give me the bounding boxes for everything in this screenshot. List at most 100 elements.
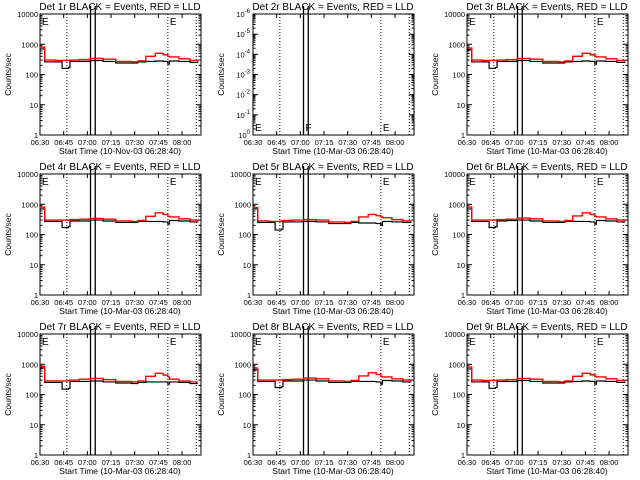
x-axis-label: Start Time (10-Mar-03 06:28:40)	[272, 466, 394, 476]
event-marker-label: E	[42, 337, 49, 348]
x-tick-label: 07:30	[552, 138, 571, 147]
series-lld-line	[40, 206, 199, 223]
panel-det-3: Det 3r BLACK = Events, RED = LLD 1 10 100 10…	[430, 2, 629, 156]
x-tick-label: 07:00	[505, 458, 524, 467]
plot-frame	[252, 173, 415, 296]
y-axis-label: Counts/sec	[3, 212, 13, 255]
x-tick-label: 08:00	[600, 138, 619, 147]
x-tick-label: 07:15	[529, 298, 548, 307]
x-tick-label: 06:45	[267, 298, 286, 307]
series-events-line	[40, 367, 198, 390]
series-lld-line	[467, 47, 626, 63]
x-tick-label: 06:30	[458, 298, 477, 307]
event-marker-label: E	[170, 17, 177, 28]
x-tick-label: 07:00	[78, 138, 97, 147]
y-axis-label: Counts/sec	[430, 52, 440, 95]
x-tick-label: 06:45	[267, 138, 286, 147]
plot-frame	[39, 13, 202, 136]
x-tick-label: 07:15	[529, 458, 548, 467]
x-tick-label: 07:45	[576, 458, 595, 467]
plot-frame	[252, 333, 415, 456]
plot-frame	[466, 333, 629, 456]
x-tick-label: 07:00	[291, 458, 310, 467]
y-tick-label: 10	[30, 261, 38, 270]
event-marker-label: E	[170, 177, 177, 188]
x-tick-label: 07:45	[362, 458, 381, 467]
panel-det-5: Det 5r BLACK = Events, RED = LLD 1 10 100 10…	[216, 162, 415, 316]
x-tick-label: 06:30	[31, 138, 50, 147]
panel-det-7: Det 7r BLACK = Events, RED = LLD 1 10 100 10…	[3, 322, 202, 476]
series-events-line	[40, 208, 199, 229]
y-axis-label: Counts/sec	[216, 52, 226, 95]
x-tick-label: 08:00	[386, 138, 405, 147]
x-tick-label: 08:00	[386, 298, 405, 307]
event-marker-label: E	[255, 123, 262, 134]
x-tick-label: 08:00	[600, 298, 619, 307]
y-tick-label: 10	[457, 101, 465, 110]
series-events-line	[253, 369, 412, 389]
panel-title: Det 5r BLACK = Events, RED = LLD	[252, 162, 413, 173]
y-tick-label: 10000	[230, 330, 251, 339]
event-marker-label: E	[170, 337, 177, 348]
series-lld-line	[40, 46, 199, 63]
y-tick-label: 100	[238, 391, 251, 400]
event-marker-label: F	[306, 123, 312, 134]
x-tick-label: 07:00	[78, 458, 97, 467]
event-marker-label: E	[469, 177, 476, 188]
x-tick-label: 07:15	[102, 298, 121, 307]
x-axis-label: Start Time (10-Mar-03 06:28:40)	[486, 146, 608, 156]
x-axis-label: Start Time (10-Mar-03 06:28:40)	[486, 466, 608, 476]
event-marker-label: E	[469, 17, 476, 28]
x-tick-label: 07:15	[102, 138, 121, 147]
plot-frame	[252, 13, 415, 136]
x-tick-label: 07:00	[291, 298, 310, 307]
y-tick-label: 100	[25, 391, 38, 400]
x-tick-label: 06:45	[481, 298, 500, 307]
x-tick-label: 07:30	[125, 138, 144, 147]
x-tick-label: 07:00	[505, 298, 524, 307]
y-tick-label: 1000	[234, 360, 251, 369]
x-axis-label: Start Time (10-Mar-03 06:28:40)	[59, 306, 181, 316]
x-tick-label: 06:30	[458, 458, 477, 467]
event-marker-label: E	[383, 177, 390, 188]
y-tick-label: 10-3	[236, 70, 250, 80]
y-tick-label: 1	[247, 291, 251, 300]
panel-title: Det 6r BLACK = Events, RED = LLD	[466, 162, 627, 173]
plot-frame	[39, 173, 202, 296]
y-tick-label: 10-2	[236, 90, 250, 100]
x-tick-label: 06:45	[267, 458, 286, 467]
x-tick-label: 08:00	[600, 458, 619, 467]
x-tick-label: 07:45	[576, 138, 595, 147]
panel-det-1: Det 1r BLACK = Events, RED = LLD 1 10 100 10…	[3, 2, 202, 156]
y-tick-label: 10000	[444, 170, 465, 179]
y-tick-label: 10000	[444, 10, 465, 19]
y-tick-label: 1000	[21, 40, 38, 49]
y-tick-label: 1000	[234, 200, 251, 209]
series-events-line	[467, 49, 626, 69]
event-marker-label: E	[597, 17, 604, 28]
y-tick-label: 10000	[444, 330, 465, 339]
x-tick-label: 06:30	[244, 298, 263, 307]
event-marker-label: E	[597, 177, 604, 188]
y-tick-label: 100	[25, 71, 38, 80]
panel-det-2: Det 2r BLACK = Events, RED = LLD 100 10-1 1…	[216, 2, 415, 156]
x-tick-label: 07:45	[576, 298, 595, 307]
x-tick-label: 06:30	[31, 458, 50, 467]
y-tick-label: 10	[30, 101, 38, 110]
x-tick-label: 07:45	[149, 298, 168, 307]
y-axis-label: Counts/sec	[3, 372, 13, 415]
plot-frame	[39, 333, 202, 456]
panel-det-8: Det 8r BLACK = Events, RED = LLD 1 10 100 10…	[216, 322, 415, 476]
event-marker-label: E	[383, 123, 390, 134]
y-tick-label: 10000	[17, 170, 38, 179]
y-tick-label: 1	[461, 451, 465, 460]
panel-title: Det 9r BLACK = Events, RED = LLD	[466, 322, 627, 333]
y-tick-label: 1	[461, 291, 465, 300]
y-tick-label: 1000	[21, 200, 38, 209]
x-tick-label: 07:30	[125, 458, 144, 467]
x-tick-label: 08:00	[386, 458, 405, 467]
x-tick-label: 07:30	[552, 458, 571, 467]
series-lld-line	[253, 367, 412, 383]
x-axis-label: Start Time (10-Mar-03 06:28:40)	[486, 306, 608, 316]
